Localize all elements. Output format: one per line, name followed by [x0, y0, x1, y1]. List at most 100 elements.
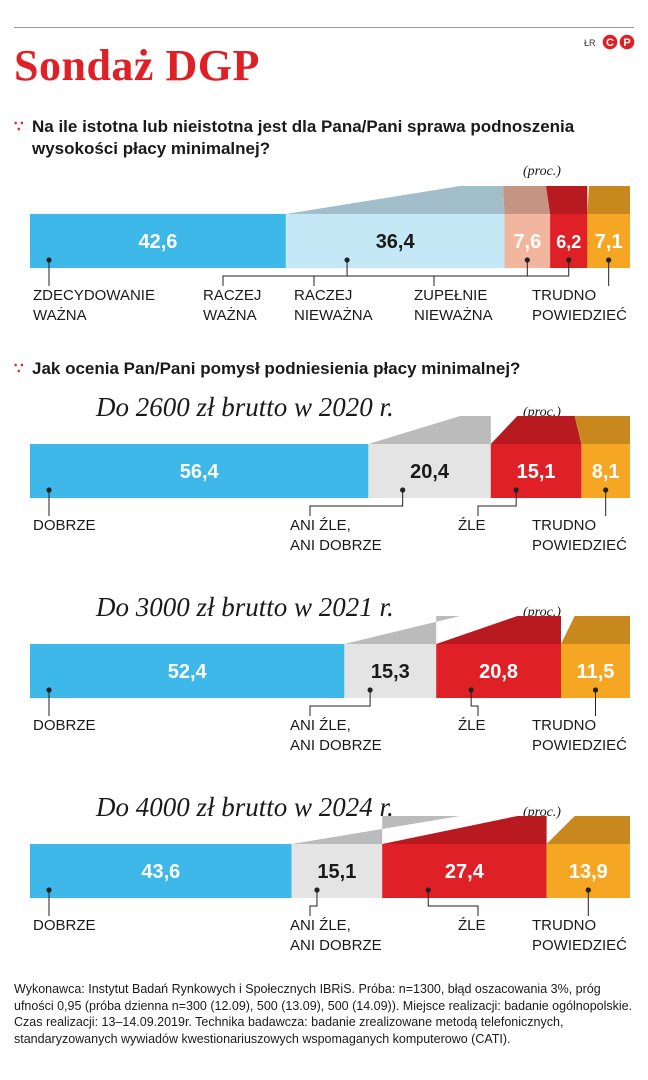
methodology-footnote: Wykonawca: Instytut Badań Rynkowych i Sp…	[14, 982, 633, 1046]
value-label: 27,4	[445, 861, 485, 883]
bar-segment	[30, 444, 369, 498]
category-label: ŹLE	[458, 717, 486, 734]
author-credit: ŁR	[584, 38, 596, 48]
leader-dot	[367, 687, 373, 693]
leader-dot	[585, 887, 591, 893]
chart-3-subtitle: Do 3000 zł brutto w 2021 r.	[96, 592, 394, 622]
value-label: 43,6	[141, 861, 180, 883]
rating-2024-chart: 43,6 15,1 27,4 13,9 DOBRZE ANI ŹLE, ANI DOBRZE…	[30, 816, 630, 954]
svg-text:P: P	[623, 37, 630, 49]
leader-dot	[344, 257, 350, 263]
leader-line	[309, 890, 318, 916]
category-label: POWIEDZIEĆ	[532, 937, 627, 954]
leader-line	[427, 890, 479, 916]
value-label: 7,6	[513, 231, 541, 253]
category-label: POWIEDZIEĆ	[532, 307, 627, 324]
category-label: WAŻNA	[33, 306, 87, 324]
value-label: 11,5	[577, 661, 615, 683]
leader-dot	[603, 487, 609, 493]
cp-logo-icon: C P	[602, 34, 635, 50]
leader-dot	[400, 487, 406, 493]
chart-4-subtitle: Do 4000 zł brutto w 2024 r.	[96, 792, 394, 822]
leader-dot	[606, 257, 612, 263]
bar-segment	[490, 444, 582, 498]
value-label: 7,1	[595, 231, 623, 253]
value-label: 20,4	[410, 461, 450, 483]
leader-line	[309, 490, 404, 516]
bar-top-face	[574, 416, 630, 444]
category-label: POWIEDZIEĆ	[532, 537, 627, 554]
bar-segment	[285, 214, 505, 268]
leader-dot	[566, 257, 572, 263]
leader-dot	[46, 887, 52, 893]
value-label: 52,4	[168, 661, 208, 683]
value-label: 42,6	[138, 231, 177, 253]
bar-segment	[30, 844, 292, 898]
category-label: RACZEJ	[294, 287, 352, 304]
leader-dot	[513, 487, 519, 493]
bar-segment	[368, 444, 491, 498]
category-label: ANI DOBRZE	[290, 937, 382, 954]
unit-label-1: (proc.)	[523, 164, 561, 179]
leader-line	[313, 260, 528, 286]
question-2-text: Jak ocenia Pan/Pani pomysł podniesienia …	[32, 359, 521, 378]
bar-top-face	[344, 616, 460, 644]
leader-dot	[468, 687, 474, 693]
leader-dot	[592, 687, 599, 693]
bar-top-face	[503, 186, 551, 214]
value-label: 6,2	[556, 232, 581, 252]
bar-segment	[344, 644, 437, 698]
category-label: TRUDNO	[532, 717, 596, 734]
bar-top-face	[291, 816, 460, 844]
category-label: ANI ŹLE,	[290, 917, 351, 934]
bar-top-face	[587, 186, 630, 214]
value-label: 15,1	[317, 861, 356, 883]
value-label: 15,1	[517, 461, 556, 483]
category-label: DOBRZE	[33, 717, 96, 734]
bar-segment	[30, 644, 345, 698]
chart-2-subtitle: Do 2600 zł brutto w 2020 r.	[96, 392, 394, 422]
category-label: TRUDNO	[532, 917, 596, 934]
category-label: TRUDNO	[532, 517, 596, 534]
category-label: DOBRZE	[33, 917, 96, 934]
value-label: 20,8	[479, 661, 518, 683]
question-marker-icon: ∵	[14, 360, 24, 377]
category-label: ŹLE	[458, 917, 486, 934]
category-label: TRUDNO	[532, 287, 596, 304]
question-marker-icon: ∵	[14, 118, 24, 135]
rating-2020-chart: 56,4 20,4 15,1 8,1 DOBRZE ANI ŹLE, ANI DOBRZE Ź…	[30, 416, 630, 554]
category-label: WAŻNA	[203, 306, 257, 324]
category-label: POWIEDZIEĆ	[532, 737, 627, 754]
leader-dot	[524, 257, 530, 263]
category-label: NIEWAŻNA	[414, 306, 493, 324]
leader-dot	[314, 887, 320, 893]
category-label: ZDECYDOWANIE	[33, 287, 155, 304]
bar-top-face	[368, 416, 491, 444]
bar-segment	[382, 844, 547, 898]
leader-line	[433, 260, 570, 286]
value-label: 56,4	[180, 461, 220, 483]
bar-top-face	[436, 616, 561, 644]
category-label: ANI DOBRZE	[290, 737, 382, 754]
category-label: DOBRZE	[33, 517, 96, 534]
top-rule	[14, 27, 634, 28]
leader-line	[222, 260, 348, 286]
bar-top-face	[285, 186, 505, 214]
leader-dot	[46, 687, 52, 693]
category-label: ŹLE	[458, 517, 486, 534]
bar-top-face	[546, 816, 630, 844]
rating-2021-chart: 52,4 15,3 20,8 11,5 DOBRZE ANI ŹLE, ANI DOBRZE…	[30, 616, 630, 754]
bar-segment	[291, 844, 383, 898]
bar-top-face	[382, 816, 547, 844]
leader-dot	[46, 257, 52, 263]
bar-top-face	[490, 416, 582, 444]
leader-line	[309, 690, 371, 716]
bar-top-face	[561, 616, 630, 644]
category-label: RACZEJ	[203, 287, 261, 304]
leader-line	[477, 490, 517, 516]
page-title: Sondaż DGP	[14, 41, 260, 90]
bar-segment	[436, 644, 561, 698]
bar-segment	[30, 214, 286, 268]
value-label: 13,9	[569, 861, 608, 883]
category-label: ZUPEŁNIE	[414, 287, 487, 304]
